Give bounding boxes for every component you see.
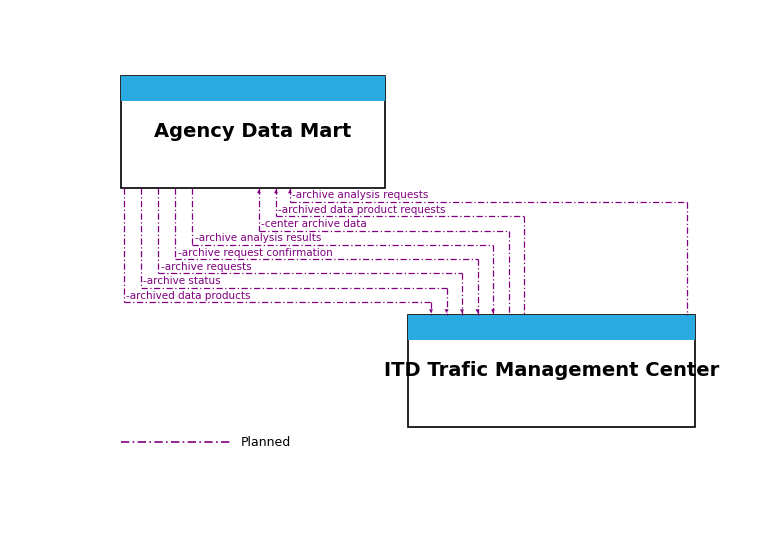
Bar xyxy=(407,315,694,340)
Text: ‐center archive data: ‐center archive data xyxy=(261,219,367,229)
Text: Agency Data Mart: Agency Data Mart xyxy=(154,122,351,141)
Text: ‐archive analysis requests: ‐archive analysis requests xyxy=(292,190,429,200)
Text: ‐archive requests: ‐archive requests xyxy=(160,262,251,272)
Text: Planned: Planned xyxy=(241,436,292,448)
Bar xyxy=(121,76,385,101)
Text: ‐archived data product requests: ‐archived data product requests xyxy=(278,204,446,215)
Text: ‐archive request confirmation: ‐archive request confirmation xyxy=(178,248,332,258)
Text: ‐archive analysis results: ‐archive analysis results xyxy=(195,233,321,243)
Bar xyxy=(407,315,694,427)
Bar xyxy=(121,76,385,188)
Text: ITD Trafic Management Center: ITD Trafic Management Center xyxy=(383,361,719,380)
Text: ‐archived data products: ‐archived data products xyxy=(127,291,251,301)
Text: ‐archive status: ‐archive status xyxy=(143,276,221,286)
